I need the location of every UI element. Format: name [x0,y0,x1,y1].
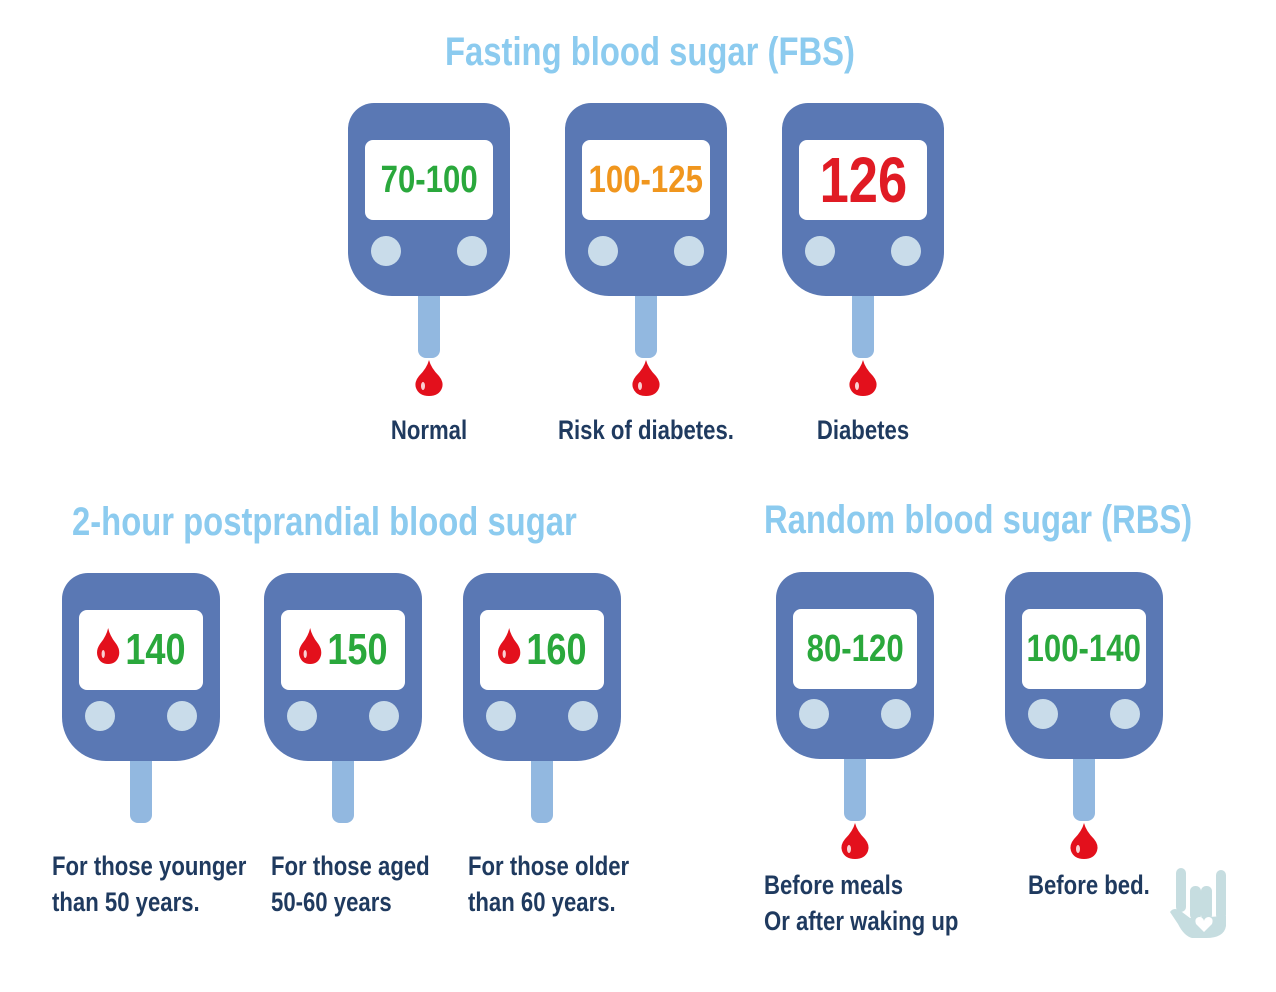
meter-screen: 80-120 [793,609,917,689]
meter-caption: Before meals Or after waking up [764,867,958,939]
love-hand-sign-icon [1170,868,1226,938]
meter-reading: 140 [96,625,186,675]
reading-value: 100-125 [588,158,704,201]
meter-screen: 100-125 [582,140,710,220]
meter-button-left [486,701,516,731]
meter-reading: 80-120 [806,628,903,671]
meter-caption: For those aged 50-60 years [271,848,430,920]
meter-button-left [1028,699,1058,729]
meter-reading: 126 [819,143,907,217]
caption-line: Diabetes [816,415,910,445]
meter-reading: 70-100 [380,159,477,202]
meter-screen: 100-140 [1022,609,1146,689]
blood-drop-icon [298,625,323,675]
blood-drop-icon [96,625,121,675]
blood-drop-icon [414,360,444,401]
meter-button-right [674,236,704,266]
caption-line: than 60 years. [468,887,616,917]
reading-value: 70-100 [380,158,478,201]
fbs-title: Fasting blood sugar (FBS) [445,30,855,74]
meter-reading: 160 [497,625,587,675]
reading-value: 160 [526,625,587,674]
meter-reading: 100-140 [1027,628,1141,671]
test-strip [852,296,874,358]
blood-drop-icon [848,360,878,401]
test-strip [635,296,657,358]
rbs-title: Random blood sugar (RBS) [764,498,1193,542]
caption-line: than 50 years. [52,887,200,917]
test-strip [332,761,354,823]
meter-reading: 100-125 [589,159,703,202]
meter-button-left [588,236,618,266]
caption-line: Or after waking up [764,906,959,936]
meter-button-left [805,236,835,266]
reading-value: 100-140 [1026,627,1142,670]
caption-line: Normal [390,415,468,445]
meter-button-right [369,701,399,731]
reading-value: 126 [819,144,907,216]
meter-screen: 150 [281,610,405,690]
blood-drop-icon [497,625,522,675]
reading-value: 140 [125,625,186,674]
caption-line: For those aged [271,851,430,881]
test-strip [1073,759,1095,821]
test-strip [130,761,152,823]
meter-button-right [457,236,487,266]
reading-value: 150 [327,625,388,674]
caption-line: For those older [468,851,630,881]
blood-drop-icon [840,823,870,864]
meter-button-right [1110,699,1140,729]
meter-caption: For those older than 60 years. [468,848,629,920]
meter-screen: 160 [480,610,604,690]
caption-line: Before meals [764,870,904,900]
caption-line: For those younger [52,851,247,881]
meter-button-right [891,236,921,266]
meter-reading: 150 [298,625,388,675]
caption-line: 50-60 years [271,887,392,917]
meter-caption: Diabetes [740,412,986,448]
meter-button-right [568,701,598,731]
ppbs-title: 2-hour postprandial blood sugar [72,500,577,544]
meter-caption: Normal [306,412,552,448]
meter-button-right [167,701,197,731]
blood-drop-icon [631,360,661,401]
meter-caption: Risk of diabetes. [523,412,769,448]
test-strip [531,761,553,823]
test-strip [844,759,866,821]
meter-caption: Before bed. [1028,867,1150,903]
caption-line: Risk of diabetes. [558,415,734,445]
meter-button-left [287,701,317,731]
blood-drop-icon [1069,823,1099,864]
meter-button-left [85,701,115,731]
meter-screen: 126 [799,140,927,220]
meter-button-left [371,236,401,266]
meter-button-left [799,699,829,729]
meter-caption: For those younger than 50 years. [52,848,246,920]
reading-value: 80-120 [806,627,904,670]
meter-screen: 140 [79,610,203,690]
meter-button-right [881,699,911,729]
meter-screen: 70-100 [365,140,493,220]
test-strip [418,296,440,358]
caption-line: Before bed. [1028,870,1150,900]
